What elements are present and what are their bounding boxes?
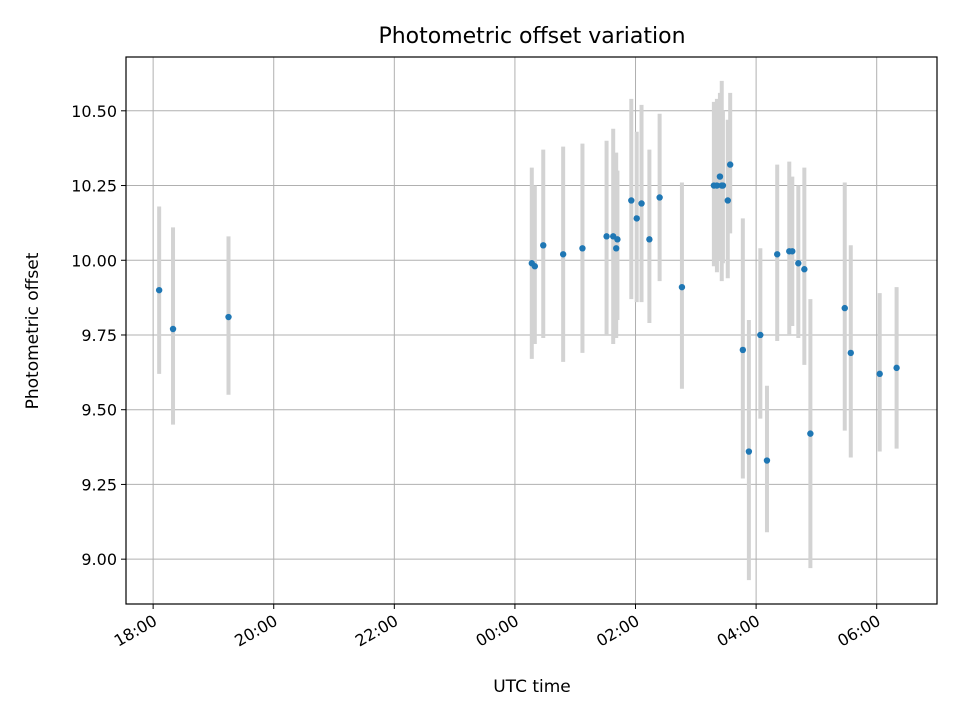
y-tick-label: 9.00 <box>81 550 117 569</box>
data-point <box>155 286 163 294</box>
y-tick-label: 9.75 <box>81 326 117 345</box>
chart-title: Photometric offset variation <box>378 24 685 49</box>
data-point <box>603 233 610 240</box>
y-tick-label: 10.25 <box>71 177 117 196</box>
x-tick-label: 20:00 <box>231 611 280 651</box>
error-bars <box>157 80 899 581</box>
data-point <box>579 245 586 252</box>
data-point <box>774 251 781 258</box>
data-point <box>638 200 645 207</box>
data-point <box>841 304 848 312</box>
data-point <box>716 173 724 180</box>
data-points <box>155 161 900 464</box>
data-point <box>719 182 727 189</box>
data-point <box>763 457 771 464</box>
y-axis-label: Photometric offset <box>23 252 43 409</box>
x-tick-label: 18:00 <box>111 611 160 651</box>
data-point <box>726 161 734 168</box>
data-point <box>540 242 547 249</box>
data-point <box>801 266 808 273</box>
data-point <box>613 245 620 252</box>
x-tick-label: 06:00 <box>834 611 883 651</box>
data-point <box>633 215 640 222</box>
data-point <box>893 364 900 372</box>
y-tick-label: 9.50 <box>81 401 117 420</box>
data-point <box>646 236 653 243</box>
x-tick-label: 04:00 <box>714 611 763 651</box>
x-axis-label: UTC time <box>493 677 571 697</box>
data-point <box>614 236 621 243</box>
data-point <box>876 370 883 378</box>
data-point <box>713 182 721 189</box>
data-point <box>169 325 177 333</box>
data-point <box>656 194 663 201</box>
x-tick-label: 22:00 <box>352 611 401 651</box>
data-point <box>789 248 796 255</box>
y-tick-label: 10.00 <box>71 251 117 270</box>
data-point <box>678 283 686 291</box>
data-point <box>225 313 232 321</box>
data-point <box>795 260 802 267</box>
data-point <box>757 331 764 339</box>
data-point <box>531 263 539 270</box>
data-point <box>628 197 635 204</box>
data-point <box>847 349 854 357</box>
data-point <box>745 448 753 455</box>
data-point <box>807 430 814 437</box>
y-tick-label: 9.25 <box>81 475 117 494</box>
data-point <box>739 346 747 354</box>
y-tick-label: 10.50 <box>71 102 117 121</box>
data-point <box>559 251 567 258</box>
data-point <box>724 197 731 204</box>
x-tick-label: 02:00 <box>593 611 642 651</box>
plot-frame <box>125 56 938 605</box>
x-tick-label: 00:00 <box>472 611 521 651</box>
